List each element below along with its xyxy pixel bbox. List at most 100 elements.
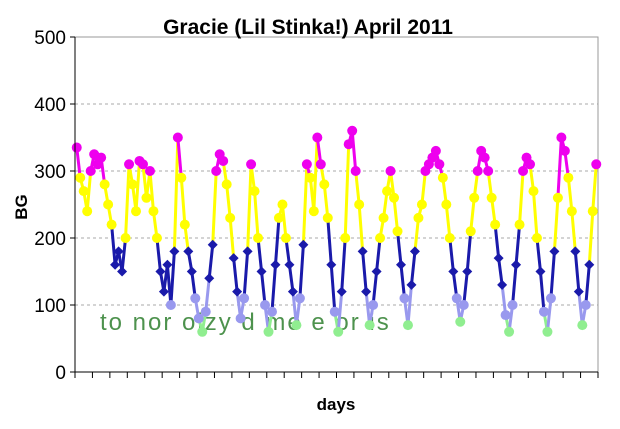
- series-0-segment-53: [256, 236, 264, 273]
- series-0-point-47: [235, 313, 246, 324]
- series-0-segment-58: [273, 216, 281, 267]
- y-tick-label-200: 200: [34, 229, 66, 250]
- series-0-point-61: [284, 259, 295, 270]
- series-0-point-42: [218, 155, 229, 166]
- series-0-point-118: [483, 166, 494, 176]
- series-0-segment-72: [322, 182, 330, 220]
- series-0-point-112: [462, 266, 473, 277]
- x-axis-label: days: [317, 395, 356, 414]
- series-0-segment-49: [242, 249, 250, 300]
- series-0-point-36: [197, 326, 208, 337]
- series-0-point-130: [525, 159, 536, 170]
- series-0-point-66: [301, 159, 312, 170]
- series-0-segment-65: [298, 243, 305, 300]
- series-0-point-32: [183, 246, 194, 257]
- series-0-point-28: [169, 246, 180, 257]
- series-0-point-82: [357, 246, 368, 257]
- series-0-point-49: [242, 246, 253, 257]
- series-0-point-19: [137, 159, 148, 170]
- series-0-segment-60: [280, 203, 288, 240]
- series-0-point-37: [200, 306, 211, 317]
- series-0-segment-98: [413, 216, 420, 253]
- series-0-point-31: [179, 219, 190, 230]
- series-0-point-72: [322, 212, 333, 223]
- series-0-point-146: [580, 300, 591, 310]
- series-0-point-58: [273, 212, 284, 223]
- y-tick-label-100: 100: [34, 296, 66, 317]
- series-0-segment-136: [545, 296, 553, 334]
- series-0-point-43: [221, 179, 232, 190]
- series-layer: [71, 125, 602, 337]
- series-0-segment-100: [420, 169, 427, 206]
- series-0-point-106: [441, 199, 452, 210]
- series-0-point-88: [378, 212, 389, 223]
- series-0-segment-45: [228, 216, 236, 260]
- series-0-point-15: [124, 159, 135, 170]
- series-0-point-46: [232, 286, 243, 297]
- y-tick-label-500: 500: [34, 28, 66, 49]
- series-0-point-86: [371, 266, 382, 277]
- series-0-point-0: [71, 142, 82, 153]
- series-0-point-89: [382, 186, 393, 197]
- series-0-point-63: [291, 320, 302, 331]
- series-0-point-98: [413, 212, 424, 223]
- series-0-point-138: [552, 192, 563, 203]
- series-0-point-27: [165, 300, 176, 310]
- series-0-segment-39: [207, 243, 215, 280]
- series-0-point-141: [563, 172, 574, 183]
- series-0-point-103: [430, 145, 441, 156]
- series-0-point-71: [319, 179, 330, 190]
- series-0-segment-22: [148, 169, 155, 213]
- series-0-point-44: [225, 212, 236, 223]
- series-0-segment-112: [462, 270, 469, 307]
- series-0-point-17: [131, 206, 142, 217]
- series-0-point-10: [106, 219, 117, 230]
- series-0-segment-97: [409, 249, 417, 287]
- series-0-point-126: [511, 259, 522, 270]
- series-0-point-119: [486, 192, 497, 203]
- series-0-point-142: [566, 206, 577, 217]
- series-0-segment-114: [469, 196, 476, 233]
- series-0-segment-121: [493, 223, 501, 260]
- series-0-point-20: [141, 192, 152, 203]
- series-0-point-132: [531, 233, 542, 243]
- series-0-segment-87: [375, 236, 382, 273]
- series-0-segment-127: [514, 223, 522, 267]
- series-0-segment-38: [204, 276, 211, 314]
- series-0-segment-77: [340, 236, 347, 294]
- series-0-point-54: [260, 300, 271, 310]
- series-0-point-76: [336, 286, 347, 297]
- y-axis-label: BG: [12, 194, 31, 220]
- series-0-segment-31: [179, 176, 187, 227]
- series-0-point-75: [333, 326, 344, 337]
- series-0-point-90: [385, 166, 396, 176]
- series-0-point-79: [347, 125, 358, 136]
- series-0-segment-1: [75, 146, 82, 180]
- axes: 0 100 200 300 400 500: [34, 28, 599, 384]
- series-0-point-140: [559, 145, 570, 156]
- series-0-segment-81: [354, 169, 361, 206]
- series-0-point-51: [249, 186, 260, 197]
- series-0-segment-142: [566, 176, 574, 213]
- series-0-segment-134: [538, 270, 546, 314]
- series-0-point-48: [239, 293, 250, 304]
- series-0-point-16: [127, 179, 138, 190]
- series-0-point-25: [158, 286, 169, 297]
- series-0-point-125: [507, 300, 518, 310]
- series-0-segment-73: [326, 216, 333, 267]
- series-0-point-29: [172, 132, 183, 143]
- series-0-point-45: [228, 253, 239, 264]
- series-0-point-73: [326, 259, 337, 270]
- series-0-point-39: [207, 239, 218, 250]
- series-0-segment-82: [357, 203, 365, 253]
- series-0-segment-15: [124, 162, 131, 240]
- series-0-point-134: [538, 306, 549, 317]
- series-0-segment-133: [535, 236, 542, 273]
- series-0-point-33: [186, 266, 197, 277]
- series-0-point-121: [493, 253, 504, 264]
- series-0-point-7: [96, 152, 107, 163]
- series-0-point-2: [78, 186, 89, 197]
- series-0-segment-94: [399, 263, 406, 300]
- series-0-point-110: [455, 316, 466, 327]
